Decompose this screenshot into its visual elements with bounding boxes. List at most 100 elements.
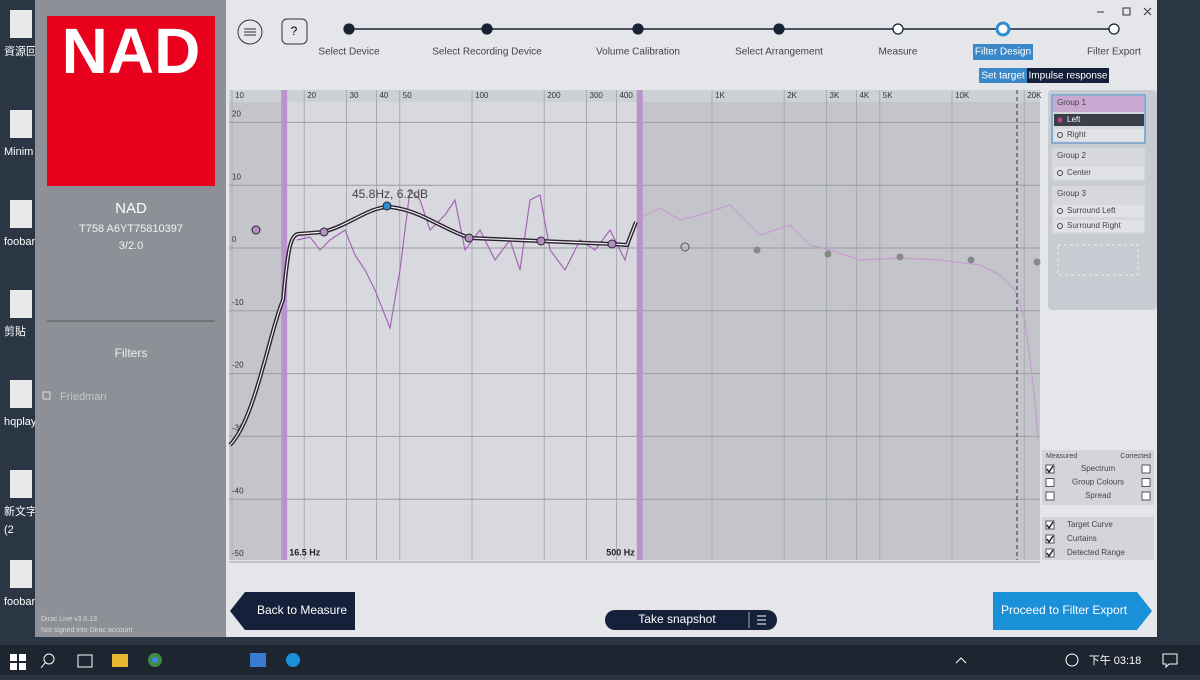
step-dot[interactable] [995,21,1011,37]
desktop-icon[interactable] [10,380,32,408]
channel-row[interactable] [1054,220,1144,232]
step-dot[interactable] [892,23,904,35]
desktop-icon-label[interactable]: 剪貼 [4,324,26,338]
checkbox[interactable] [1045,520,1055,530]
taskbar [0,645,1200,675]
channel-row[interactable] [1054,114,1144,126]
x-tick-label: 2K [787,91,797,100]
back-button[interactable] [230,592,355,630]
step-label[interactable]: Filter Design [975,47,1031,58]
filters-title: Filters [115,346,148,360]
desktop-icon[interactable] [10,10,32,38]
checkbox[interactable] [1141,491,1151,501]
step-label[interactable]: Select Device [318,47,380,58]
step-dot[interactable] [343,23,355,35]
back-label[interactable]: Back to Measure [257,603,347,617]
channel-name[interactable]: Surround Left [1067,206,1116,215]
tab-impulse[interactable] [1027,68,1109,83]
desktop-icon[interactable] [10,200,32,228]
snapshot-label[interactable]: Take snapshot [638,612,716,626]
control-point[interactable] [536,236,546,246]
channel-row[interactable] [1054,129,1144,141]
step-label[interactable]: Select Arrangement [735,47,823,58]
channel-name[interactable]: Center [1067,168,1091,177]
channel-name[interactable]: Surround Right [1067,221,1122,230]
desktop-icon[interactable] [10,290,32,318]
inactive-points [753,246,1041,266]
snapshot-list-icon[interactable] [757,615,766,625]
control-point[interactable] [680,242,690,252]
step-dot[interactable] [1108,23,1120,35]
curtain-handle[interactable] [281,90,288,560]
snapshot-button[interactable] [605,610,777,630]
desktop-icon-label[interactable]: Minim [4,146,33,158]
display-row: Spectrum [1081,464,1116,473]
control-point[interactable] [251,225,261,235]
tab-label[interactable]: Set target [981,71,1025,82]
step-dot[interactable] [632,23,644,35]
x-tick-label: 30 [350,91,359,100]
curtain-handle[interactable] [636,90,643,560]
checkbox[interactable] [1141,464,1151,474]
checkbox[interactable] [1045,478,1055,487]
y-tick-label: 20 [232,110,241,119]
step-dot[interactable] [773,23,785,35]
menu-button[interactable] [237,19,263,45]
proceed-button[interactable] [993,592,1152,630]
checkbox[interactable] [1045,491,1055,501]
desktop-icon[interactable] [10,560,32,588]
clock: 下午 03:18 [1089,654,1142,667]
channel-row[interactable] [1054,167,1144,179]
group-header [1053,187,1144,203]
logo-text: NAD [62,15,201,87]
control-point-selected[interactable] [382,201,392,211]
x-tick-label: 3K [830,91,840,100]
checkbox[interactable] [1045,548,1055,558]
logo [47,16,215,186]
desktop-icon[interactable] [10,470,32,498]
tab-label[interactable]: Impulse response [1029,71,1108,82]
proceed-label[interactable]: Proceed to Filter Export [1001,603,1128,617]
step-label[interactable]: Select Recording Device [432,47,542,58]
desktop-icon-label[interactable]: hqplay [4,416,37,428]
desktop-icon[interactable] [10,110,32,138]
checkbox[interactable] [1045,464,1055,474]
x-tick-label: 4K [859,91,869,100]
x-tick-label: 300 [590,91,604,100]
desktop-icon-label[interactable]: 資源回 [4,44,37,58]
y-tick-label: -10 [232,298,244,307]
group-name: Group 3 [1057,189,1086,198]
taskbar-icons[interactable] [10,653,1178,670]
desktop-icon-label[interactable]: foobar [4,236,36,248]
x-tick-label: 20K [1027,91,1042,100]
curtain-label: 16.5 Hz [289,547,321,557]
drop-zone[interactable] [1057,244,1139,276]
check-mark [1046,535,1054,544]
control-point[interactable] [607,239,617,249]
step-label[interactable]: Measure [879,47,918,58]
step-label[interactable]: Filter Export [1087,47,1141,58]
x-tick-label: 5K [883,91,893,100]
filter-checkbox[interactable] [42,391,51,400]
channel-name[interactable]: Left [1067,115,1081,124]
checkbox[interactable] [1141,478,1151,487]
step-dot[interactable] [481,23,493,35]
channel-row[interactable] [1054,205,1144,217]
channel-name[interactable]: Right [1067,130,1086,139]
step-label[interactable]: Volume Calibration [596,47,680,58]
desktop-icon-label[interactable]: (2 [4,524,14,536]
filter-item[interactable]: Friedman [60,391,106,403]
step-highlight [973,44,1033,60]
tab-set-target[interactable] [979,68,1027,83]
control-point[interactable] [464,233,474,243]
checkbox[interactable] [1045,534,1055,544]
x-tick-label: 20 [307,91,316,100]
device-config: 3/2.0 [119,240,143,252]
help-button[interactable] [281,18,308,45]
desktop-icon-label[interactable]: 新文字 [4,504,37,518]
x-tick-label: 40 [379,91,388,100]
control-point[interactable] [319,227,329,237]
desktop-icon-label[interactable]: foobar [4,596,36,608]
control-points[interactable] [251,201,690,252]
window-controls[interactable] [1097,7,1152,16]
